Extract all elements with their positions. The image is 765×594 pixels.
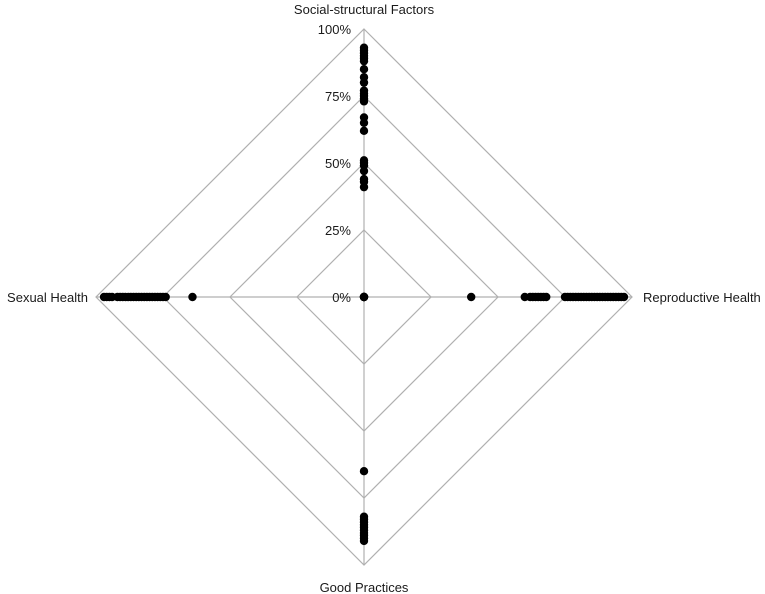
- data-point-social-structural-factors-16: [359, 86, 369, 95]
- data-point-social-structural-factors-8: [359, 156, 369, 165]
- axis-label-good-practices: Good Practices: [320, 580, 409, 594]
- tick-label-50: 50%: [325, 156, 351, 171]
- data-point-good-practices-1: [359, 467, 369, 476]
- data-point-sexual-health-1: [188, 292, 197, 302]
- data-point-sexual-health-24: [99, 292, 109, 302]
- data-point-social-structural-factors-4: [359, 174, 369, 184]
- data-point-social-structural-factors-25: [359, 43, 369, 52]
- data-point-social-structural-factors-9: [359, 126, 369, 136]
- data-points: [99, 43, 629, 546]
- tick-label-25: 25%: [325, 223, 351, 238]
- data-point-reproductive-health-32: [619, 292, 629, 302]
- tick-label-75: 75%: [325, 89, 351, 104]
- axis-label-social-structural-factors: Social-structural Factors: [294, 2, 435, 17]
- data-point-reproductive-health-1: [467, 292, 476, 302]
- data-point-social-structural-factors-11: [359, 113, 369, 122]
- axis-label-reproductive-health: Reproductive Health: [643, 290, 761, 305]
- data-point-social-structural-factors-18: [359, 73, 369, 82]
- axis-label-sexual-health: Sexual Health: [7, 290, 88, 305]
- tick-label-100: 100%: [318, 22, 352, 37]
- data-point-social-structural-factors-19: [359, 65, 369, 74]
- tick-label-0: 0%: [332, 290, 351, 305]
- data-point-reproductive-health-9: [542, 292, 551, 302]
- data-point-sexual-health-0: [359, 292, 369, 302]
- data-point-good-practices-11: [359, 536, 369, 546]
